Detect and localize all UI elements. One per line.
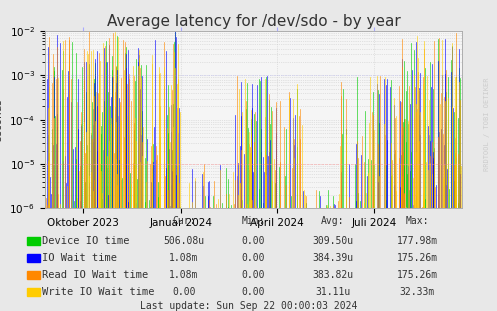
Text: 31.11u: 31.11u: [316, 287, 350, 297]
Text: RRDTOOL / TOBI OETIKER: RRDTOOL / TOBI OETIKER: [484, 78, 490, 171]
Text: Cur:: Cur:: [172, 216, 196, 226]
Text: 175.26m: 175.26m: [397, 270, 438, 280]
Text: Device IO time: Device IO time: [42, 236, 130, 246]
Text: 0.00: 0.00: [242, 253, 265, 263]
Text: Min:: Min:: [242, 216, 265, 226]
Text: Last update: Sun Sep 22 00:00:03 2024: Last update: Sun Sep 22 00:00:03 2024: [140, 301, 357, 311]
Text: Avg:: Avg:: [321, 216, 345, 226]
Text: 177.98m: 177.98m: [397, 236, 438, 246]
Text: 32.33m: 32.33m: [400, 287, 435, 297]
Text: IO Wait time: IO Wait time: [42, 253, 117, 263]
Text: 1.08m: 1.08m: [169, 253, 199, 263]
Text: 384.39u: 384.39u: [313, 253, 353, 263]
Text: 506.08u: 506.08u: [164, 236, 204, 246]
Text: 0.00: 0.00: [242, 236, 265, 246]
Text: Max:: Max:: [406, 216, 429, 226]
Title: Average latency for /dev/sdo - by year: Average latency for /dev/sdo - by year: [106, 14, 401, 29]
Text: 0.00: 0.00: [242, 287, 265, 297]
Text: 309.50u: 309.50u: [313, 236, 353, 246]
Text: 0.00: 0.00: [172, 287, 196, 297]
Y-axis label: seconds: seconds: [0, 98, 4, 141]
Text: Read IO Wait time: Read IO Wait time: [42, 270, 149, 280]
Text: 1.08m: 1.08m: [169, 270, 199, 280]
Text: 175.26m: 175.26m: [397, 253, 438, 263]
Text: Write IO Wait time: Write IO Wait time: [42, 287, 155, 297]
Text: 0.00: 0.00: [242, 270, 265, 280]
Text: 383.82u: 383.82u: [313, 270, 353, 280]
